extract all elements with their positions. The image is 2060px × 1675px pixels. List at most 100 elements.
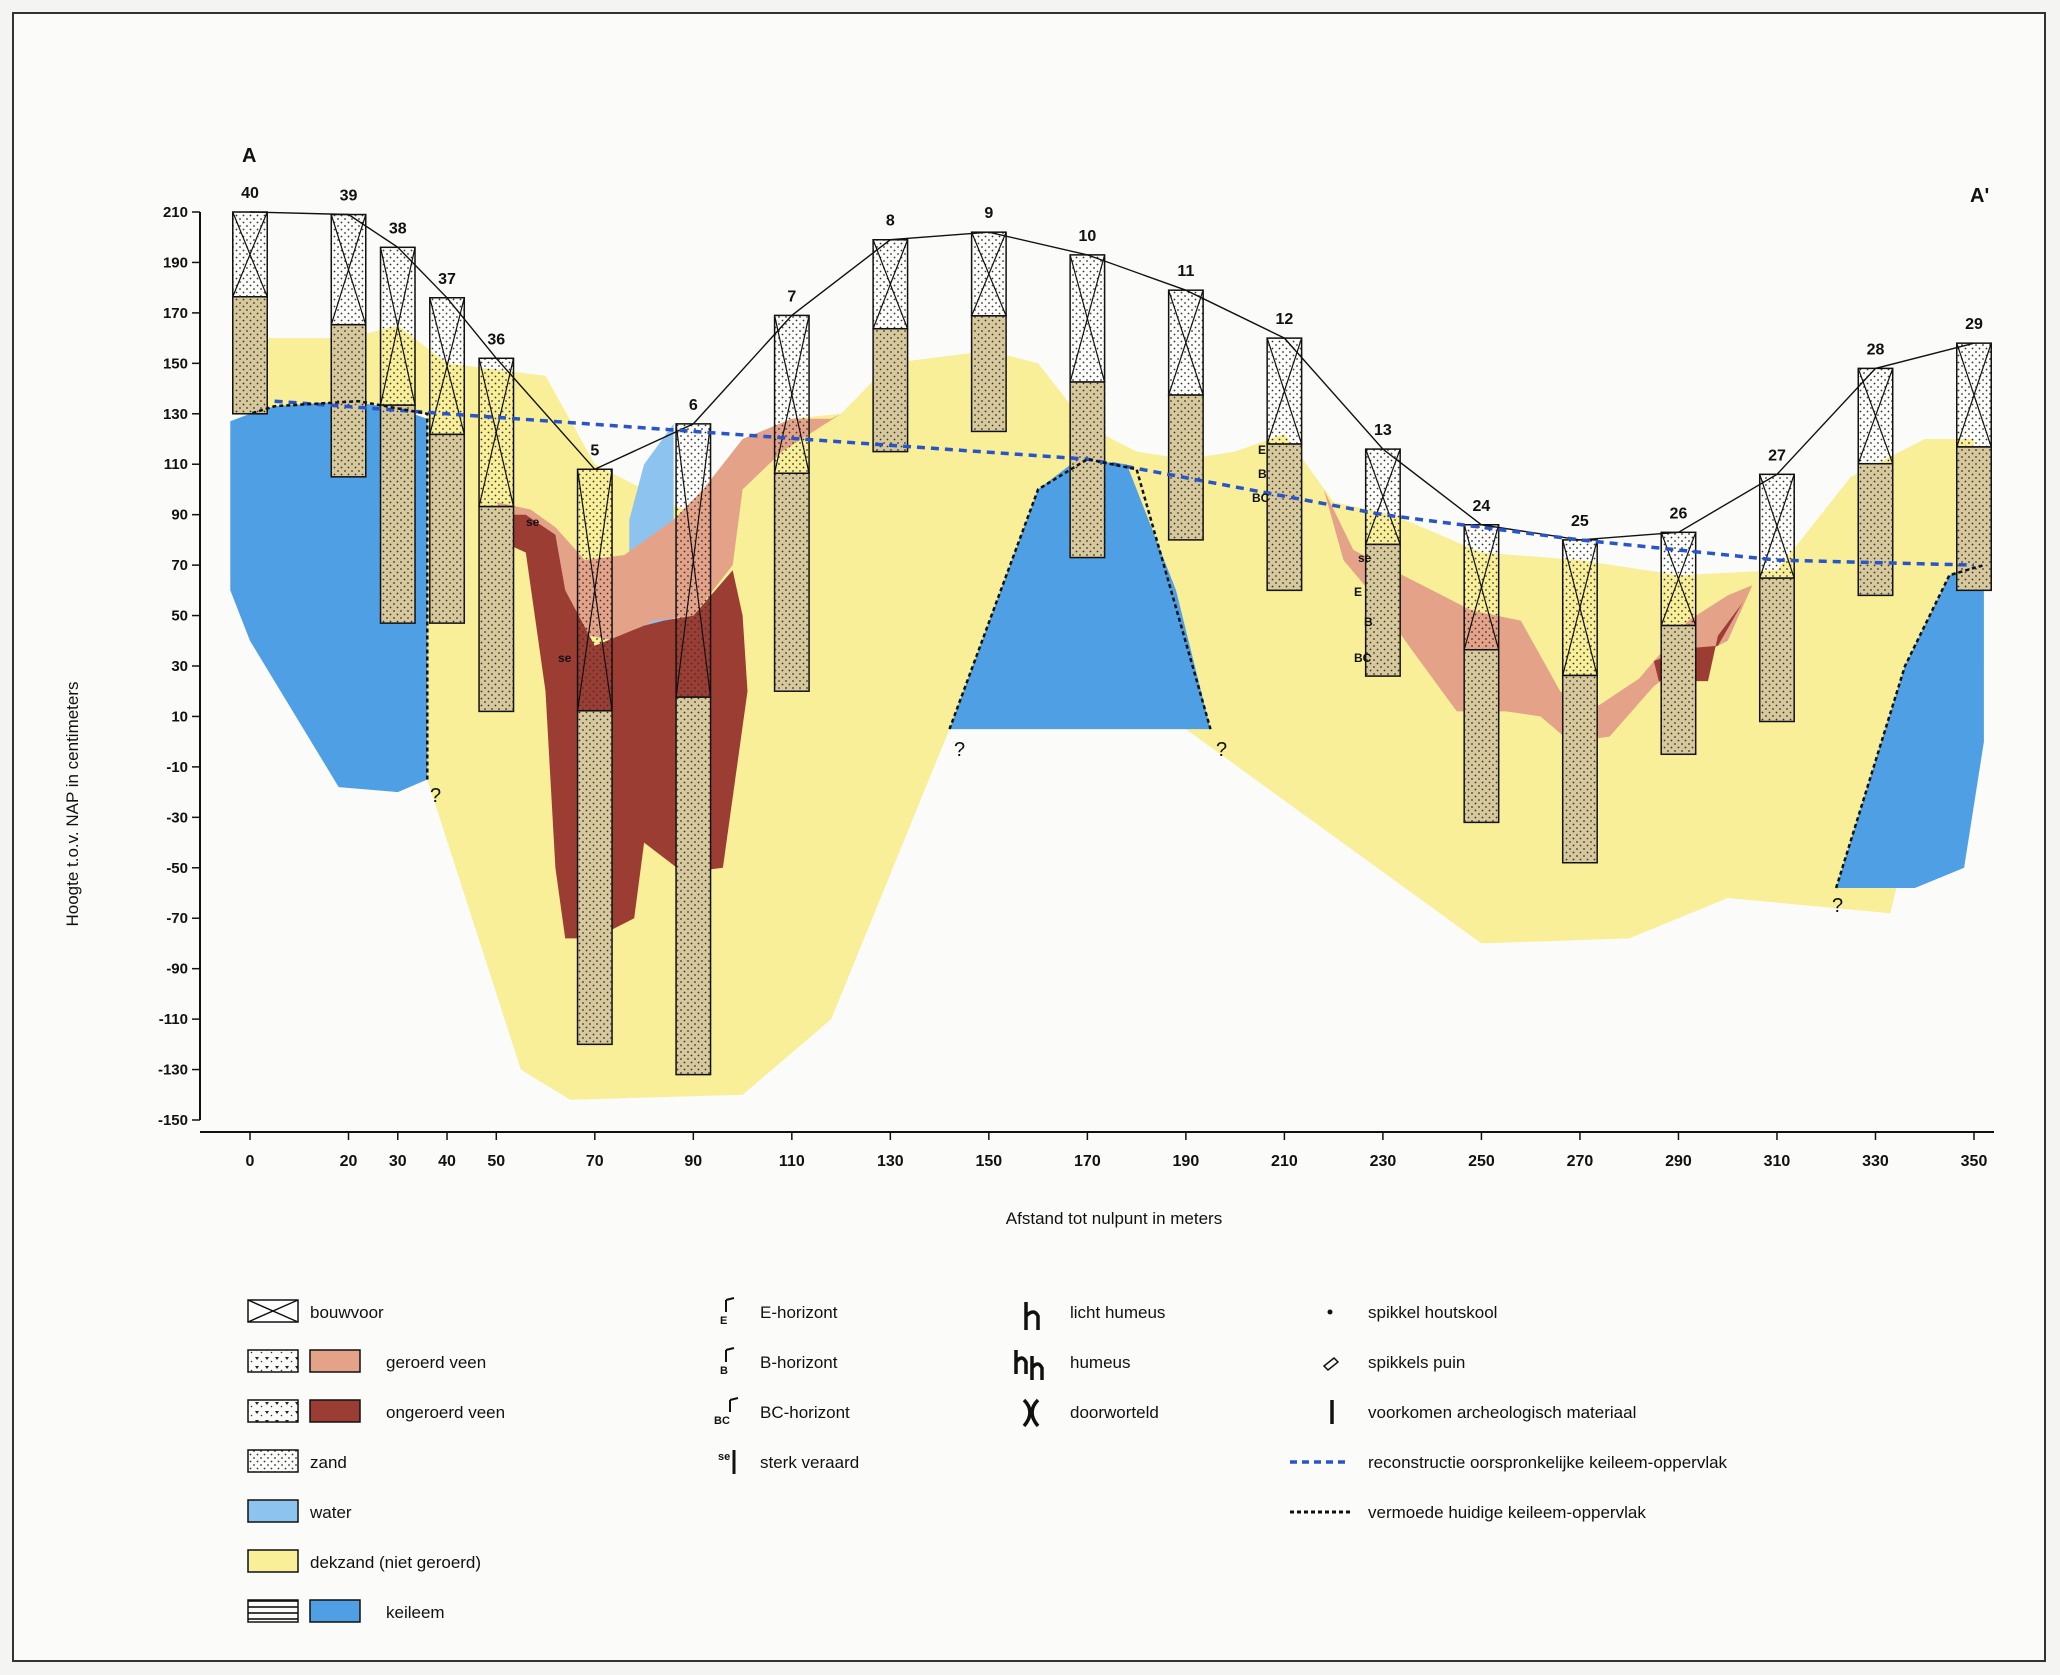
bouwvoor-cross-line: [1956, 342, 1992, 448]
borehole: 37: [429, 271, 466, 624]
borehole: 11: [1167, 263, 1204, 541]
borehole: 29: [1956, 316, 1992, 592]
x-tick-label: 310: [1764, 1153, 1791, 1170]
borehole: 39: [330, 188, 367, 478]
x-ticks: 0 20 30 40 50 70 90 110 130 150 170 190 210 230 250 270…: [246, 1132, 1987, 1170]
zand-texture: [1464, 649, 1499, 823]
legend-label: keileem: [386, 1603, 445, 1622]
x-tick-label: 150: [976, 1153, 1003, 1170]
x-tick-label: 30: [389, 1153, 407, 1170]
y-tick-label: 150: [163, 355, 188, 372]
zand-texture: [1070, 381, 1105, 558]
borehole-label: 9: [984, 205, 993, 222]
borehole: 36: [478, 331, 515, 713]
borehole-label: 40: [241, 185, 259, 202]
reconstructie-line: [274, 399, 1975, 567]
borehole-label: 5: [590, 442, 599, 459]
x-tick-label: 20: [340, 1153, 358, 1170]
bouwvoor-cross-line: [1660, 532, 1697, 626]
bouwvoor-cross-line: [232, 211, 268, 297]
zand-texture: [577, 710, 613, 1045]
y-tick-label: 30: [171, 658, 188, 675]
y-tick-label: -30: [166, 809, 188, 826]
boreholes: 40 39 38 37 36 5 6 7 8 9 10 11 12 13 24 25 26 27 28 29: [232, 185, 1992, 1076]
legend-label: BC-horizont: [760, 1403, 850, 1422]
borehole-label: 10: [1078, 228, 1096, 245]
y-tick-label: 90: [171, 507, 188, 524]
legend-symbol-e: E: [720, 1315, 727, 1327]
zand-texture: [1858, 463, 1893, 596]
borehole: 40: [232, 185, 268, 415]
vermoede-line-right: [1834, 563, 1985, 889]
x-tick-label: 190: [1173, 1153, 1200, 1170]
x-tick-label: 130: [877, 1153, 904, 1170]
y-tick-label: -130: [158, 1062, 188, 1079]
zand-texture: [676, 697, 711, 1075]
zand-texture: [774, 473, 810, 692]
horizon-se-5: se: [558, 651, 572, 665]
zand-texture: [331, 324, 366, 477]
x-tick-label: 0: [246, 1153, 255, 1170]
horizon-e-13: E: [1354, 585, 1362, 599]
horizon-bc-12: BC: [1252, 491, 1270, 505]
y-tick-label: -70: [166, 910, 188, 927]
legend-label: reconstructie oorspronkelijke keileem-op…: [1368, 1453, 1728, 1472]
keileem-lines: [249, 211, 1985, 889]
keileem-left: [230, 401, 428, 793]
zand-texture: [873, 328, 908, 452]
borehole: 12: [1266, 311, 1303, 592]
bouwvoor-cross-line: [971, 231, 1007, 317]
legend-item-bouwvoor: bouwvoor: [247, 1299, 384, 1323]
legend-item-ongeroerd-veen: ongeroerd veen: [247, 1399, 505, 1423]
legend-symbol-bc: BC: [714, 1415, 730, 1427]
x-tick-label: 70: [586, 1153, 604, 1170]
borehole: 38: [379, 220, 416, 624]
horizon-b-12: B: [1258, 467, 1267, 481]
legend-item-reconstructie: reconstructie oorspronkelijke keileem-op…: [1290, 1453, 1728, 1472]
borehole: 9: [970, 205, 1007, 433]
borehole: 24: [1463, 498, 1500, 824]
y-tick-label: 190: [163, 254, 188, 271]
legend-label: voorkomen archeologisch materiaal: [1368, 1403, 1636, 1422]
legend-label: ongeroerd veen: [386, 1403, 505, 1422]
bouwvoor-cross-line: [1857, 368, 1894, 464]
question-mark: ?: [1832, 895, 1843, 917]
legend-item-keileem: keileem: [247, 1599, 445, 1623]
borehole-label: 25: [1571, 513, 1589, 530]
question-mark: ?: [430, 785, 441, 807]
legend-item-sterk-veraard: se sterk veraard: [718, 1450, 859, 1474]
borehole-label: 36: [487, 331, 505, 348]
keileem-middle: [949, 459, 1211, 730]
bouwvoor-cross-line: [576, 469, 613, 711]
y-tick-label: 50: [171, 608, 188, 625]
zand-texture: [232, 296, 268, 414]
borehole-label: 27: [1768, 447, 1786, 464]
x-tick-label: 210: [1271, 1153, 1298, 1170]
legend-label: water: [309, 1503, 352, 1522]
bouwvoor-cross-line: [1266, 337, 1303, 445]
x-tick-label: 250: [1468, 1153, 1495, 1170]
legend-item-geroerd-veen: geroerd veen: [247, 1349, 486, 1373]
zand-texture: [1562, 675, 1598, 863]
legend-item-zand: zand: [247, 1449, 347, 1473]
y-tick-label: -150: [158, 1112, 188, 1129]
legend-label: spikkels puin: [1368, 1353, 1465, 1372]
y-tick-label: 10: [171, 708, 188, 725]
horizon-se-13: se: [1358, 551, 1372, 565]
y-tick-label: 110: [164, 456, 188, 473]
legend-label: doorworteld: [1070, 1403, 1159, 1422]
bouwvoor-cross-line: [872, 239, 909, 329]
figure-frame: 40 39 38 37 36 5 6 7 8 9 10 11 12 13 24 25 26 27 28 29 210 1…: [12, 12, 2046, 1662]
x-tick-label: 110: [779, 1153, 805, 1170]
borehole-label: 26: [1670, 505, 1688, 522]
legend-symbol-se: se: [718, 1451, 730, 1463]
borehole-label: 28: [1867, 341, 1885, 358]
x-tick-label: 270: [1567, 1153, 1594, 1170]
bouwvoor-cross-line: [675, 423, 712, 698]
vermoede-line-middle: [948, 457, 1212, 730]
y-tick-label: -110: [159, 1011, 188, 1028]
y-tick-label: -50: [166, 860, 188, 877]
borehole-label: 13: [1374, 422, 1392, 439]
borehole: 13: [1364, 422, 1401, 677]
section-start-label: A: [242, 145, 256, 167]
